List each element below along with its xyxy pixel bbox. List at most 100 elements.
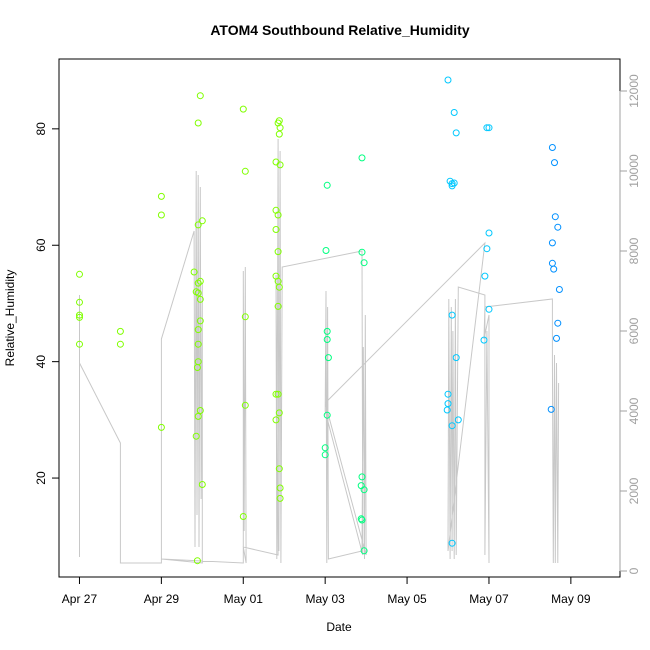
data-point (443, 406, 451, 414)
y-axis-left: 20 40 60 80 (34, 122, 60, 485)
data-point (239, 105, 247, 113)
data-point (194, 358, 202, 366)
data-point (452, 129, 460, 137)
data-point (454, 416, 462, 424)
data-point (555, 286, 563, 293)
y2-tick-label: 10000 (627, 154, 641, 188)
data-point (554, 319, 562, 327)
data-point (76, 340, 83, 348)
data-point (547, 405, 555, 413)
data-point (358, 473, 366, 481)
background-series-line (79, 138, 560, 564)
data-point (192, 432, 200, 440)
y-tick-label: 60 (34, 238, 48, 252)
data-point (194, 279, 202, 287)
data-point (323, 327, 331, 335)
data-point (485, 229, 493, 237)
data-point (448, 539, 456, 547)
data-point (485, 305, 493, 313)
data-point (481, 272, 489, 280)
data-point (483, 124, 491, 132)
data-point (274, 211, 282, 219)
data-point (550, 265, 558, 273)
data-point (358, 154, 366, 162)
data-point (274, 302, 282, 310)
data-point (275, 465, 283, 473)
y2-tick-label: 0 (627, 567, 641, 574)
data-point (116, 327, 124, 335)
data-point (272, 416, 280, 424)
background-series-layer (79, 138, 560, 564)
y2-tick-label: 6000 (627, 317, 641, 344)
data-point (360, 547, 368, 555)
y2-tick-label: 2000 (627, 477, 641, 504)
data-point (76, 270, 83, 278)
data-point (194, 340, 202, 348)
x-axis: Apr 27 Apr 29 May 01 May 03 May 05 May 07 May … (62, 576, 591, 606)
data-point (76, 311, 83, 319)
x-tick-label: May 09 (551, 592, 591, 606)
data-point (275, 283, 283, 291)
data-point (276, 494, 284, 502)
data-point (448, 182, 456, 190)
data-point (323, 411, 331, 419)
data-point (452, 354, 460, 362)
data-point (274, 248, 282, 256)
y2-tick-label: 12000 (627, 74, 641, 108)
x-tick-label: May 05 (387, 592, 427, 606)
data-point (272, 390, 280, 398)
data-point (324, 354, 332, 362)
data-point (193, 557, 201, 565)
data-point (553, 334, 560, 342)
data-point (194, 326, 202, 334)
data-point (194, 412, 202, 420)
data-point (241, 401, 249, 409)
data-point (548, 239, 556, 247)
data-point (444, 390, 452, 398)
y-axis-label: Relative_Humidity (3, 270, 17, 367)
data-point (321, 451, 329, 459)
x-axis-label: Date (326, 620, 352, 634)
data-point (485, 124, 493, 132)
data-point (551, 159, 558, 167)
data-point (450, 109, 458, 116)
data-point (551, 213, 559, 221)
data-point (196, 92, 204, 100)
data-point (272, 226, 280, 233)
data-point (323, 336, 331, 343)
data-point (241, 313, 249, 321)
data-point (190, 268, 198, 276)
y2-tick-label: 8000 (627, 237, 641, 264)
data-point (239, 513, 247, 520)
data-point (548, 259, 556, 267)
data-point (554, 223, 562, 231)
x-tick-label: May 01 (224, 592, 264, 606)
y-tick-label: 80 (34, 122, 48, 136)
data-point (194, 221, 202, 229)
data-point (76, 313, 83, 321)
plot-frame (58, 58, 621, 578)
data-point (275, 409, 283, 417)
data-point (357, 482, 365, 490)
x-tick-label: Apr 29 (144, 592, 180, 606)
data-point (358, 248, 366, 256)
data-point (194, 119, 202, 127)
data-point (358, 516, 366, 524)
data-point (444, 76, 452, 84)
y2-tick-label: 4000 (627, 397, 641, 424)
data-point (116, 340, 124, 348)
data-point (157, 211, 165, 219)
data-point (323, 181, 331, 189)
data-point (448, 422, 456, 430)
data-point (360, 486, 368, 494)
scatter-points-layer (76, 76, 563, 565)
data-point (194, 289, 202, 297)
data-point (198, 481, 206, 488)
data-point (76, 298, 83, 306)
data-point (196, 407, 204, 414)
x-tick-label: Apr 27 (62, 592, 98, 606)
x-tick-label: May 07 (469, 592, 509, 606)
data-point (275, 130, 283, 138)
data-point (275, 117, 283, 125)
